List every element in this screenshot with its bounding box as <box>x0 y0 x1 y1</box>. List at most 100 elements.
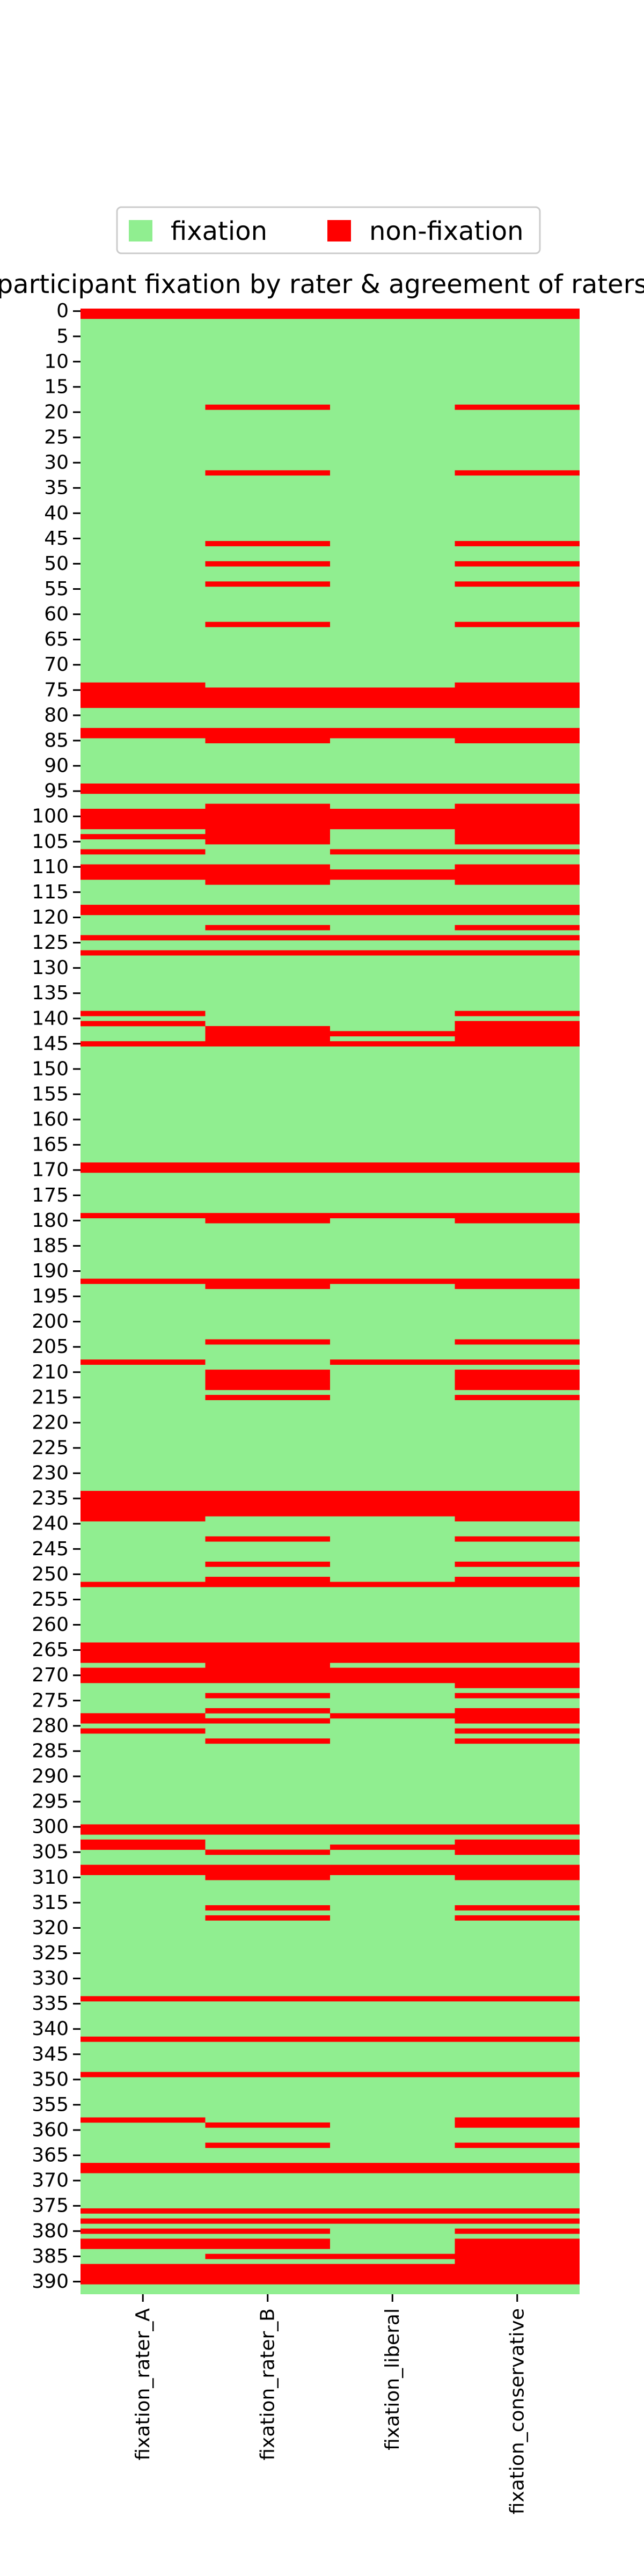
y-tick-label-320: 320 <box>32 1917 69 1939</box>
cell-non-fixation-fixation_rater_B-204-204 <box>205 1339 330 1345</box>
cell-non-fixation-fixation_rater_B-378-378 <box>205 2218 330 2224</box>
y-tick-label-25: 25 <box>44 427 69 449</box>
y-tick-label-255: 255 <box>32 1589 69 1611</box>
y-tick-label-135: 135 <box>32 982 69 1004</box>
y-tick-label-245: 245 <box>32 1538 69 1560</box>
cell-non-fixation-fixation_rater_A-358-358 <box>80 2117 206 2123</box>
cell-non-fixation-fixation_rater_A-380-380 <box>80 2228 206 2234</box>
cell-non-fixation-fixation_liberal-300-301 <box>330 1824 455 1835</box>
y-tick-label-350: 350 <box>32 2068 69 2090</box>
cell-non-fixation-fixation_conservative-124-124 <box>455 935 580 941</box>
y-tick-label-305: 305 <box>32 1841 69 1863</box>
y-tick-label-365: 365 <box>32 2145 69 2167</box>
y-tick-label-290: 290 <box>32 1765 69 1787</box>
cell-non-fixation-fixation_conservative-141-145 <box>455 1021 580 1046</box>
x-axis-ticks: fixation_rater_A fixation_rater_B fixation… <box>132 2294 528 2514</box>
cell-non-fixation-fixation_conservative-83-85 <box>455 728 580 744</box>
cell-non-fixation-fixation_rater_B-0-1 <box>205 309 330 319</box>
cell-non-fixation-fixation_liberal-179-179 <box>330 1213 455 1219</box>
cell-non-fixation-fixation_conservative-316-316 <box>455 1905 580 1911</box>
y-tick-label-95: 95 <box>44 780 69 802</box>
y-tick-label-265: 265 <box>32 1639 69 1661</box>
cell-non-fixation-fixation_liberal-124-124 <box>330 935 455 941</box>
column-background-fixation_rater_B <box>205 309 330 2294</box>
cell-non-fixation-fixation_rater_B-210-213 <box>205 1370 330 1391</box>
cell-non-fixation-fixation_rater_B-54-54 <box>205 581 330 587</box>
cell-non-fixation-fixation_liberal-234-238 <box>330 1491 455 1517</box>
cell-non-fixation-fixation_conservative-50-50 <box>455 561 580 567</box>
x-tick-label-fixation_liberal: fixation_liberal <box>382 2308 404 2450</box>
cell-non-fixation-fixation_rater_B-62-62 <box>205 621 330 627</box>
y-tick-label-370: 370 <box>32 2170 69 2192</box>
cell-non-fixation-fixation_rater_B-385-385 <box>205 2253 330 2259</box>
y-tick-label-235: 235 <box>32 1488 69 1510</box>
cell-non-fixation-fixation_conservative-243-243 <box>455 1536 580 1542</box>
y-tick-label-35: 35 <box>44 477 69 499</box>
y-tick-label-220: 220 <box>32 1411 69 1433</box>
cell-non-fixation-fixation_liberal-143-143 <box>330 1031 455 1037</box>
y-tick-label-125: 125 <box>32 932 69 954</box>
cell-non-fixation-fixation_conservative-358-359 <box>455 2117 580 2128</box>
cell-non-fixation-fixation_rater_B-334-334 <box>205 1996 330 2002</box>
cell-non-fixation-fixation_rater_A-269-271 <box>80 1667 206 1684</box>
cell-non-fixation-fixation_rater_A-192-192 <box>80 1278 206 1284</box>
y-tick-label-175: 175 <box>32 1184 69 1206</box>
y-tick-label-100: 100 <box>32 806 69 828</box>
cell-non-fixation-fixation_liberal-342-342 <box>330 2036 455 2042</box>
cell-non-fixation-fixation_liberal-349-349 <box>330 2072 455 2077</box>
y-tick-label-240: 240 <box>32 1513 69 1535</box>
cell-non-fixation-fixation_rater_B-215-215 <box>205 1395 330 1400</box>
cell-non-fixation-fixation_conservative-74-78 <box>455 682 580 708</box>
cell-non-fixation-fixation_rater_B-124-124 <box>205 935 330 941</box>
cell-non-fixation-fixation_rater_B-46-46 <box>205 541 330 546</box>
cell-non-fixation-fixation_conservative-300-301 <box>455 1824 580 1835</box>
cell-non-fixation-fixation_conservative-318-318 <box>455 1915 580 1921</box>
cell-non-fixation-fixation_conservative-94-95 <box>455 783 580 794</box>
cell-non-fixation-fixation_conservative-98-105 <box>455 803 580 845</box>
cell-non-fixation-fixation_conservative-264-267 <box>455 1642 580 1663</box>
y-tick-label-205: 205 <box>32 1336 69 1358</box>
cell-non-fixation-fixation_conservative-19-19 <box>455 404 580 410</box>
cell-non-fixation-fixation_conservative-127-127 <box>455 950 580 956</box>
y-tick-label-50: 50 <box>44 553 69 575</box>
y-tick-label-285: 285 <box>32 1740 69 1762</box>
cell-non-fixation-fixation_rater_A-99-102 <box>80 809 206 830</box>
cell-non-fixation-fixation_rater_B-349-349 <box>205 2072 330 2077</box>
cell-non-fixation-fixation_liberal-0-1 <box>330 309 455 319</box>
cell-non-fixation-fixation_liberal-269-271 <box>330 1667 455 1684</box>
cell-non-fixation-fixation_rater_A-169-170 <box>80 1162 206 1173</box>
y-tick-label-155: 155 <box>32 1083 69 1105</box>
cell-non-fixation-fixation_rater_B-300-301 <box>205 1824 330 1835</box>
cell-non-fixation-fixation_rater_A-342-342 <box>80 2036 206 2042</box>
y-tick-label-110: 110 <box>32 856 69 878</box>
y-tick-label-0: 0 <box>56 300 69 322</box>
cell-non-fixation-fixation_conservative-308-310 <box>455 1864 580 1880</box>
y-tick-label-375: 375 <box>32 2195 69 2217</box>
cell-non-fixation-fixation_conservative-303-305 <box>455 1839 580 1855</box>
cell-non-fixation-fixation_liberal-75-78 <box>330 687 455 708</box>
cell-non-fixation-fixation_rater_A-278-279 <box>80 1713 206 1724</box>
cell-non-fixation-fixation_conservative-62-62 <box>455 621 580 627</box>
cell-non-fixation-fixation_conservative-215-215 <box>455 1395 580 1400</box>
column-background-fixation_conservative <box>455 309 580 2294</box>
y-tick-label-120: 120 <box>32 906 69 928</box>
cell-non-fixation-fixation_rater_B-248-248 <box>205 1561 330 1567</box>
y-tick-label-275: 275 <box>32 1689 69 1711</box>
y-tick-label-325: 325 <box>32 1942 69 1964</box>
cell-non-fixation-fixation_rater_B-169-170 <box>205 1162 330 1173</box>
cell-non-fixation-fixation_conservative-382-390 <box>455 2238 580 2285</box>
y-tick-label-385: 385 <box>32 2245 69 2267</box>
y-tick-label-75: 75 <box>44 679 69 701</box>
cell-non-fixation-fixation_rater_A-118-119 <box>80 904 206 916</box>
cell-non-fixation-fixation_liberal-83-84 <box>330 728 455 738</box>
cell-non-fixation-fixation_conservative-274-274 <box>455 1693 580 1699</box>
cell-non-fixation-fixation_liberal-334-334 <box>330 1996 455 2002</box>
y-tick-label-310: 310 <box>32 1867 69 1889</box>
legend-swatch-fixation <box>129 220 152 241</box>
y-tick-label-170: 170 <box>32 1159 69 1181</box>
cell-non-fixation-fixation_conservative-281-281 <box>455 1728 580 1734</box>
y-tick-label-85: 85 <box>44 729 69 751</box>
cell-non-fixation-fixation_liberal-99-102 <box>330 809 455 830</box>
y-tick-label-20: 20 <box>44 401 69 423</box>
chart-title: participant fixation by rater & agreemen… <box>0 269 644 299</box>
